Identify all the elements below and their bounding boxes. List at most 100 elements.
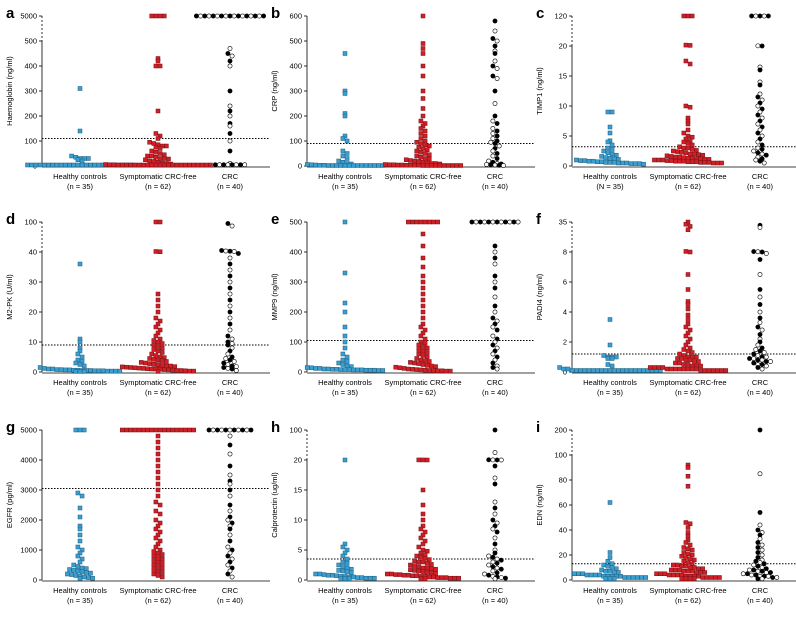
point-crc-filled xyxy=(490,342,496,348)
point-healthy xyxy=(79,162,85,168)
point-symptomatic xyxy=(174,368,180,373)
point-healthy xyxy=(342,457,348,463)
point-healthy xyxy=(75,490,81,496)
point-symptomatic xyxy=(199,162,205,168)
point-symptomatic xyxy=(153,333,159,339)
point-symptomatic xyxy=(685,302,691,307)
point-crc-open xyxy=(227,481,233,487)
group-label: Healthy controls xyxy=(318,172,372,181)
point-crc-filled xyxy=(490,36,496,41)
point-healthy xyxy=(73,427,79,433)
point-healthy xyxy=(75,351,81,357)
point-crc-filled xyxy=(261,13,266,19)
point-symptomatic xyxy=(668,154,674,159)
y-axis-label: EDN (ng/ml) xyxy=(535,484,544,526)
point-crc-open xyxy=(225,562,231,568)
y-tick-label: 8 xyxy=(563,248,567,257)
point-crc-open xyxy=(473,219,479,225)
point-crc-filled xyxy=(227,297,233,303)
point-symptomatic xyxy=(692,151,697,157)
group-n-label: (n = 62) xyxy=(145,596,172,605)
point-crc-filled xyxy=(757,287,763,292)
point-symptomatic xyxy=(664,153,670,159)
point-healthy xyxy=(77,559,83,565)
point-crc-filled xyxy=(503,219,508,225)
point-healthy xyxy=(626,575,632,580)
point-symptomatic xyxy=(153,162,159,168)
point-symptomatic xyxy=(115,162,121,168)
point-crc-filled xyxy=(238,162,243,168)
point-healthy xyxy=(605,356,611,361)
point-crc-filled xyxy=(494,457,500,463)
point-crc-filled xyxy=(492,505,498,511)
point-crc-filled xyxy=(759,249,765,255)
point-healthy xyxy=(607,555,613,560)
point-healthy xyxy=(609,151,615,157)
point-symptomatic xyxy=(414,140,419,145)
point-crc-open xyxy=(774,575,780,580)
point-crc-open xyxy=(231,359,237,364)
point-symptomatic xyxy=(420,303,426,309)
point-symptomatic xyxy=(155,487,161,493)
point-healthy xyxy=(330,163,335,168)
y-tick-label: 40 xyxy=(559,526,567,535)
point-crc-open xyxy=(755,121,761,127)
point-healthy xyxy=(605,564,611,569)
point-crc-open xyxy=(227,472,233,478)
point-healthy xyxy=(605,145,611,151)
point-crc-open xyxy=(492,162,498,168)
point-crc-open xyxy=(492,58,498,64)
point-crc-filled xyxy=(219,13,224,19)
point-symptomatic xyxy=(183,368,188,374)
point-symptomatic xyxy=(700,566,705,571)
panel-letter: e xyxy=(271,211,279,228)
point-healthy xyxy=(342,91,348,96)
point-healthy xyxy=(595,159,600,165)
point-symptomatic xyxy=(420,344,426,349)
point-symptomatic xyxy=(694,366,699,372)
point-symptomatic xyxy=(155,469,161,475)
point-symptomatic xyxy=(422,128,428,134)
point-healthy xyxy=(325,572,331,578)
point-crc-filled xyxy=(492,243,498,249)
point-symptomatic xyxy=(427,156,432,162)
point-crc-filled xyxy=(223,427,229,433)
y-tick-label: 20 xyxy=(294,456,302,465)
point-crc-open xyxy=(242,162,248,168)
point-symptomatic xyxy=(155,344,161,349)
group-label: Symptomatic CRC-free xyxy=(119,172,196,181)
point-healthy xyxy=(321,366,327,372)
point-healthy xyxy=(67,367,72,373)
point-healthy xyxy=(611,368,617,373)
point-healthy xyxy=(603,368,609,373)
point-crc-filled xyxy=(227,88,233,94)
point-symptomatic xyxy=(683,221,689,227)
point-crc-open xyxy=(490,351,496,357)
point-healthy xyxy=(77,532,83,538)
point-healthy xyxy=(572,571,577,576)
point-symptomatic xyxy=(420,163,426,168)
y-tick-label: 0 xyxy=(298,162,302,171)
panel-c: c TIMP1 (ng/ml) 0 5 10 15 20 120 Healthy control… xyxy=(535,5,796,191)
point-crc-open xyxy=(225,162,231,168)
point-crc-open xyxy=(749,572,754,578)
point-symptomatic xyxy=(424,350,430,355)
point-symptomatic xyxy=(416,544,422,550)
point-symptomatic xyxy=(675,149,680,154)
point-healthy xyxy=(77,427,83,433)
point-symptomatic xyxy=(157,146,163,151)
point-crc-filled xyxy=(757,315,763,321)
point-symptomatic xyxy=(719,160,724,166)
point-crc-filled xyxy=(221,365,227,370)
point-symptomatic xyxy=(719,368,724,373)
point-crc-filled xyxy=(490,517,496,523)
y-axis-label: Haemoglobin (ng/ml) xyxy=(5,56,14,126)
point-healthy xyxy=(336,568,341,573)
point-symptomatic xyxy=(155,339,161,345)
point-healthy xyxy=(607,569,613,574)
point-symptomatic xyxy=(673,154,678,160)
point-crc-filled xyxy=(210,13,216,19)
point-crc-filled xyxy=(492,141,498,146)
point-crc-open xyxy=(233,368,239,373)
